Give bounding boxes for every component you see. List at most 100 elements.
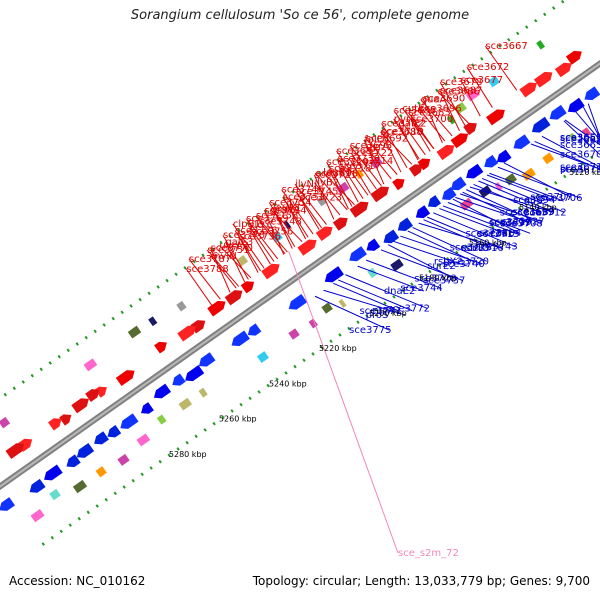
plus-category-box — [49, 488, 61, 501]
minus-strand-gene — [94, 386, 107, 398]
plus-gene-label: sce3655 — [560, 133, 600, 144]
plus-strand-gene — [94, 431, 109, 445]
minus-strand-gene — [332, 217, 348, 231]
rna-gene-label: sce_s2m_72 — [398, 548, 459, 559]
plus-gene-label: sce3668 — [560, 135, 600, 146]
plus-gene-leader — [412, 226, 487, 262]
plus-gene-label: coaE — [490, 228, 514, 239]
minus-gene-label: galE3 — [225, 237, 253, 248]
minus-gene-label: sce3745 — [296, 187, 338, 198]
minus-gene-label: sce3695 — [337, 146, 379, 157]
plus-gene-label: proS — [366, 310, 389, 321]
plus-strand-gene — [29, 478, 46, 493]
minus-strand-gene — [486, 109, 505, 126]
minus-gene-label: ilvC — [286, 198, 304, 209]
minus-gene-label: sce3683 — [408, 107, 450, 118]
plus-gene-leader — [582, 106, 600, 139]
minus-gene-leader — [210, 255, 237, 289]
plus-category-box — [256, 351, 269, 363]
plus-strand-gene — [185, 365, 205, 382]
plus-category-box — [117, 453, 130, 466]
plus-gene-leader — [418, 222, 501, 249]
minus-gene-label: clpB1 — [233, 219, 261, 230]
plus-strand-gene — [324, 266, 344, 283]
minus-strand-gene — [5, 443, 25, 460]
minus-category-box — [283, 220, 292, 230]
plus-gene-label: dnaE2 — [384, 286, 416, 297]
plus-gene-label: sce3671 — [560, 162, 600, 173]
minus-gene-label: sce3776 — [235, 226, 277, 237]
plus-gene-label: sce3719 — [489, 217, 531, 228]
plus-strand-gene — [107, 425, 122, 438]
plus-gene-leader — [452, 198, 520, 234]
plus-category-box — [390, 258, 404, 272]
rna-gene-leader — [288, 250, 399, 554]
minus-strand-gene — [417, 158, 431, 171]
plus-strand-gene — [466, 163, 484, 179]
minus-category-box — [176, 300, 187, 312]
minus-gene-leader — [255, 215, 288, 253]
minus-gene-label: sce3700 — [411, 114, 453, 125]
plus-gene-label: sce3665 — [560, 140, 600, 151]
plus-strand-gene — [383, 229, 400, 244]
plus-gene-leader — [486, 174, 554, 201]
minus-strand-gene — [436, 144, 455, 161]
minus-gene-label: sce3770 — [211, 243, 253, 254]
minus-gene-label: ylo C — [249, 220, 274, 231]
plus-gene-leader — [478, 180, 553, 213]
plus-gene-label: sce3706 — [540, 193, 582, 204]
minus-gene-label: sce3685 — [394, 105, 436, 116]
plus-gene-leader — [503, 162, 571, 198]
minus-gene-leader — [484, 45, 518, 91]
plus-gene-label: sce3711 — [500, 207, 542, 218]
minus-gene-leader — [408, 112, 435, 150]
plus-gene-label: sce3716 — [461, 243, 503, 254]
minus-gene-leader — [222, 234, 249, 280]
gene-label-layer: sce3651sce3655sce3668sce3665sce3670sce36… — [186, 41, 600, 559]
plus-gene-label: sce3740 — [443, 259, 485, 270]
minus-strand-gene — [392, 178, 405, 191]
plus-gene-label: surE2 — [427, 261, 455, 272]
minus-gene-leader — [272, 208, 293, 249]
plus-gene-label: sce3727 — [502, 217, 544, 228]
minus-gene-leader — [439, 90, 460, 131]
minus-strand-gene — [297, 239, 317, 256]
minus-gene-label: leuB1 — [323, 167, 352, 178]
minus-gene-label: sce3758 — [256, 211, 298, 222]
minus-gene-label: sce3746 — [282, 185, 324, 196]
plus-strand-gene — [44, 464, 63, 481]
plus-gene-leader — [380, 249, 464, 282]
minus-gene-label: sce3678 — [440, 77, 482, 88]
minus-gene-leader — [350, 160, 371, 194]
kbp-scale-label: 5260 kbp — [219, 415, 257, 424]
minus-gene-leader — [185, 268, 213, 306]
minus-gene-leader — [245, 218, 279, 260]
plus-gene-label: sce3737 — [423, 276, 465, 287]
plus-gene-leader — [564, 119, 600, 146]
minus-gene-label: sce3698 — [316, 169, 358, 180]
plus-gene-label: sce3697 — [489, 218, 531, 229]
accession-text: Accession: NC_010162 — [9, 574, 146, 588]
plus-strand-gene — [141, 402, 154, 414]
minus-gene-label: sce3714 — [351, 156, 393, 167]
minus-gene-leader — [381, 131, 402, 173]
label-leader-layer — [185, 45, 600, 554]
plus-strand-gene — [231, 330, 250, 347]
minus-category-box — [0, 416, 11, 429]
plus-strand-gene — [549, 104, 567, 120]
plus-gene-label: sce3694 — [513, 195, 555, 206]
minus-category-box — [447, 115, 456, 125]
minus-strand-gene — [207, 300, 226, 317]
plus-strand-gene — [153, 383, 172, 399]
plus-strand-gene — [349, 246, 367, 262]
plus-gene-label: sce3675 — [560, 164, 600, 175]
plus-strand-gene — [531, 116, 551, 133]
kbp-scale-label: 5140 kbp — [519, 203, 557, 212]
minus-strand-gene — [533, 71, 553, 88]
plus-strand-gene — [567, 97, 585, 113]
kbp-scale-label: 5120 kbp — [569, 168, 600, 177]
plus-gene-label: sce3771 — [359, 306, 401, 317]
minus-gene-leader — [365, 137, 398, 175]
minus-gene-label: sce3667 — [485, 41, 527, 52]
